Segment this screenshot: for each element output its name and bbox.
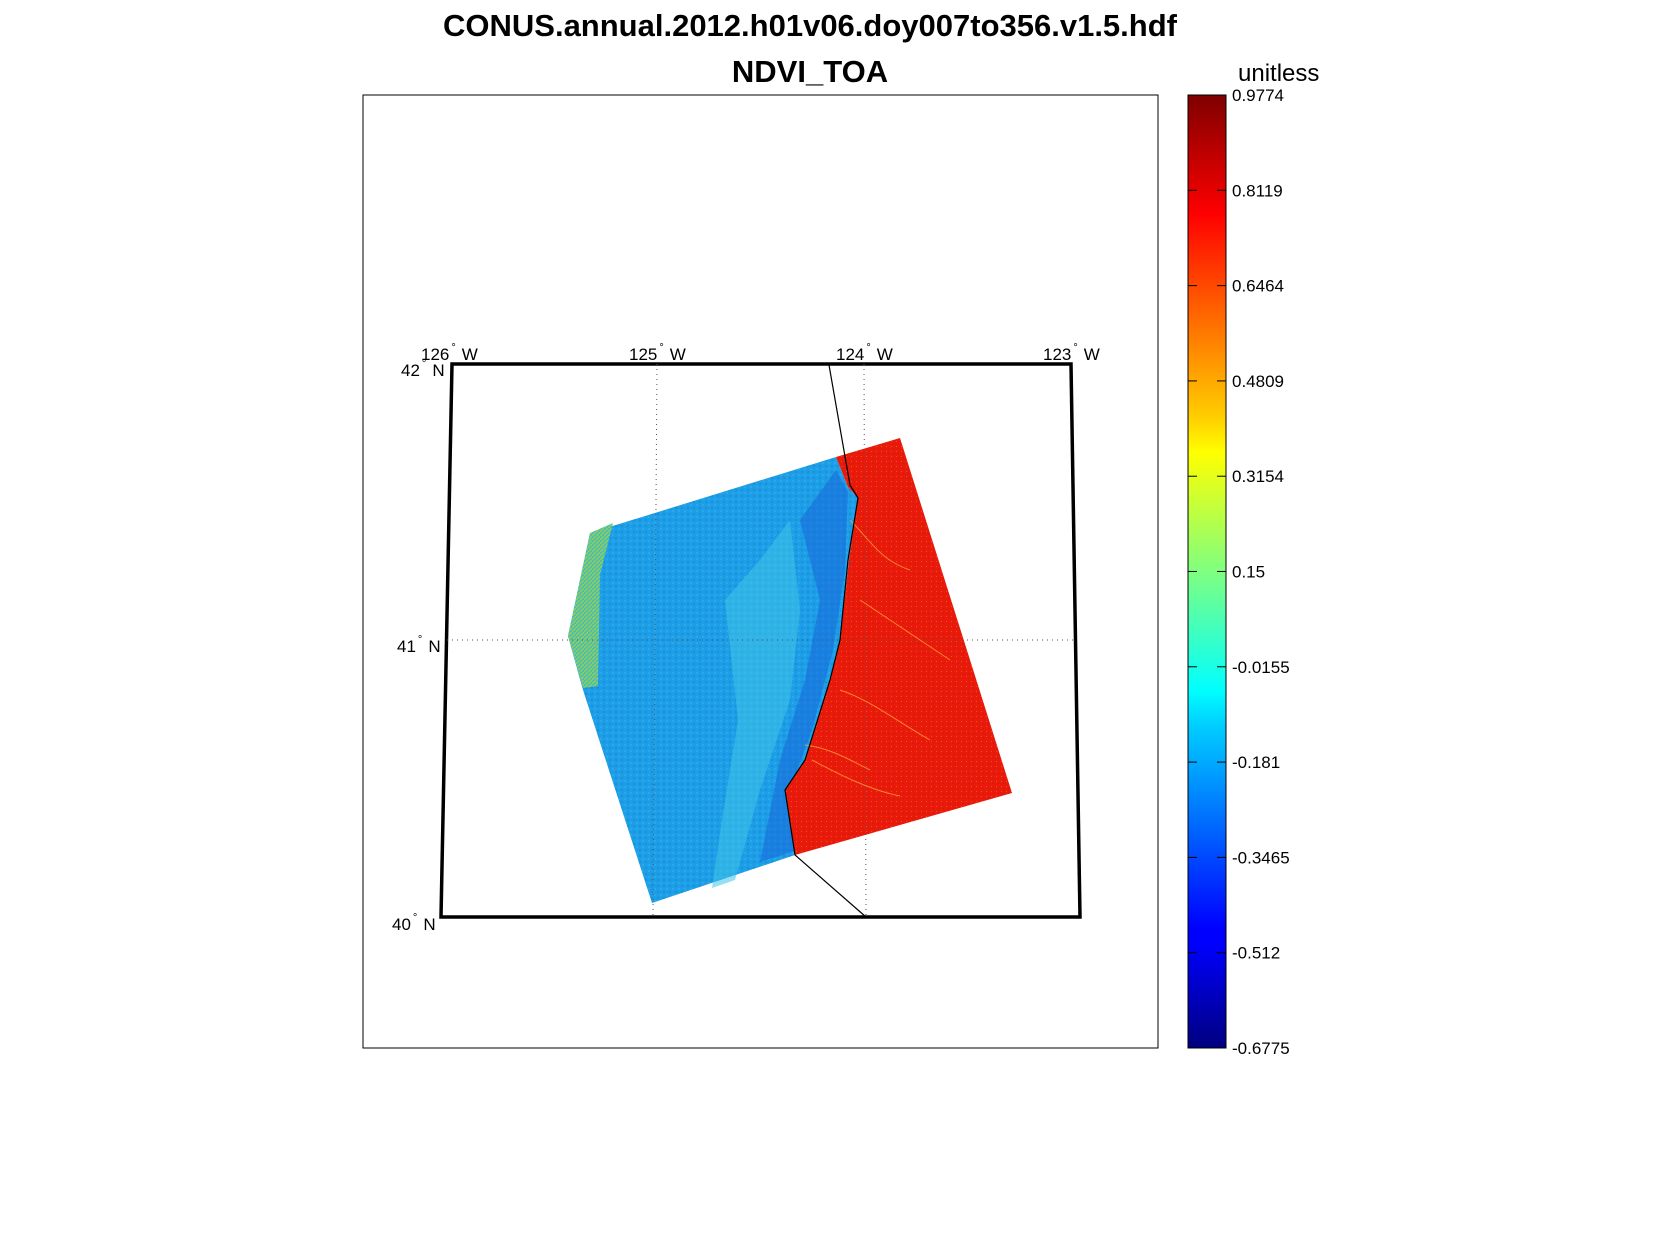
map-boundary xyxy=(439,362,1082,919)
parallel-label-40n: 40 ° N xyxy=(392,912,436,934)
river-lines xyxy=(804,519,951,797)
ocean-nearshore-band xyxy=(712,520,800,888)
colorbar-tick-label: 0.4809 xyxy=(1232,372,1284,391)
colorbar-tick-label: 0.9774 xyxy=(1232,86,1284,105)
land-region xyxy=(785,438,1012,855)
parallel-label-42n: 42 ° N xyxy=(401,358,445,380)
colorbar-tick-label: -0.181 xyxy=(1232,753,1280,772)
colorbar-tick-label: 0.6464 xyxy=(1232,277,1284,296)
meridian-124w-line xyxy=(863,363,867,918)
chart-title: CONUS.annual.2012.h01v06.doy007to356.v1.… xyxy=(443,8,1177,43)
meridian-label-125w: 125 ° W xyxy=(629,342,686,364)
meridian-label-126w: 126 ° W xyxy=(421,342,478,364)
parallel-labels: 42 ° N 41 ° N 40 ° N xyxy=(392,358,445,934)
colorbar-tick-label: -0.512 xyxy=(1232,944,1280,963)
parallel-label-41n: 41 ° N xyxy=(397,634,441,656)
colorbar-tick-label: 0.15 xyxy=(1232,562,1265,581)
chart-subtitle: NDVI_TOA xyxy=(731,54,889,89)
ocean-coastal-deep-band xyxy=(760,470,848,862)
colorbar-tick-label: -0.3465 xyxy=(1232,848,1290,867)
meridian-125w-line xyxy=(652,363,658,918)
colorbar-tick-label: -0.0155 xyxy=(1232,658,1290,677)
meridian-label-124w: 124 ° W xyxy=(836,342,893,364)
coastline xyxy=(784,364,867,918)
axes-frame xyxy=(362,94,1159,1049)
swath-edge-region xyxy=(568,523,613,688)
colorbar-ticks: 0.9774 0.8119 0.6464 0.4809 0.3154 0.15 -0.015… xyxy=(1188,86,1290,1058)
meridian-labels: 126 ° W 125 ° W 124 ° W 123 ° W xyxy=(421,342,1100,364)
colorbar-tick-label: -0.6775 xyxy=(1232,1039,1290,1058)
graticule xyxy=(447,363,1076,918)
meridian-label-123w: 123 ° W xyxy=(1043,342,1100,364)
colorbar-tick-label: 0.3154 xyxy=(1232,467,1284,486)
colorbar-units-label: unitless xyxy=(1238,60,1320,87)
colorbar-tick-label: 0.8119 xyxy=(1232,181,1283,200)
